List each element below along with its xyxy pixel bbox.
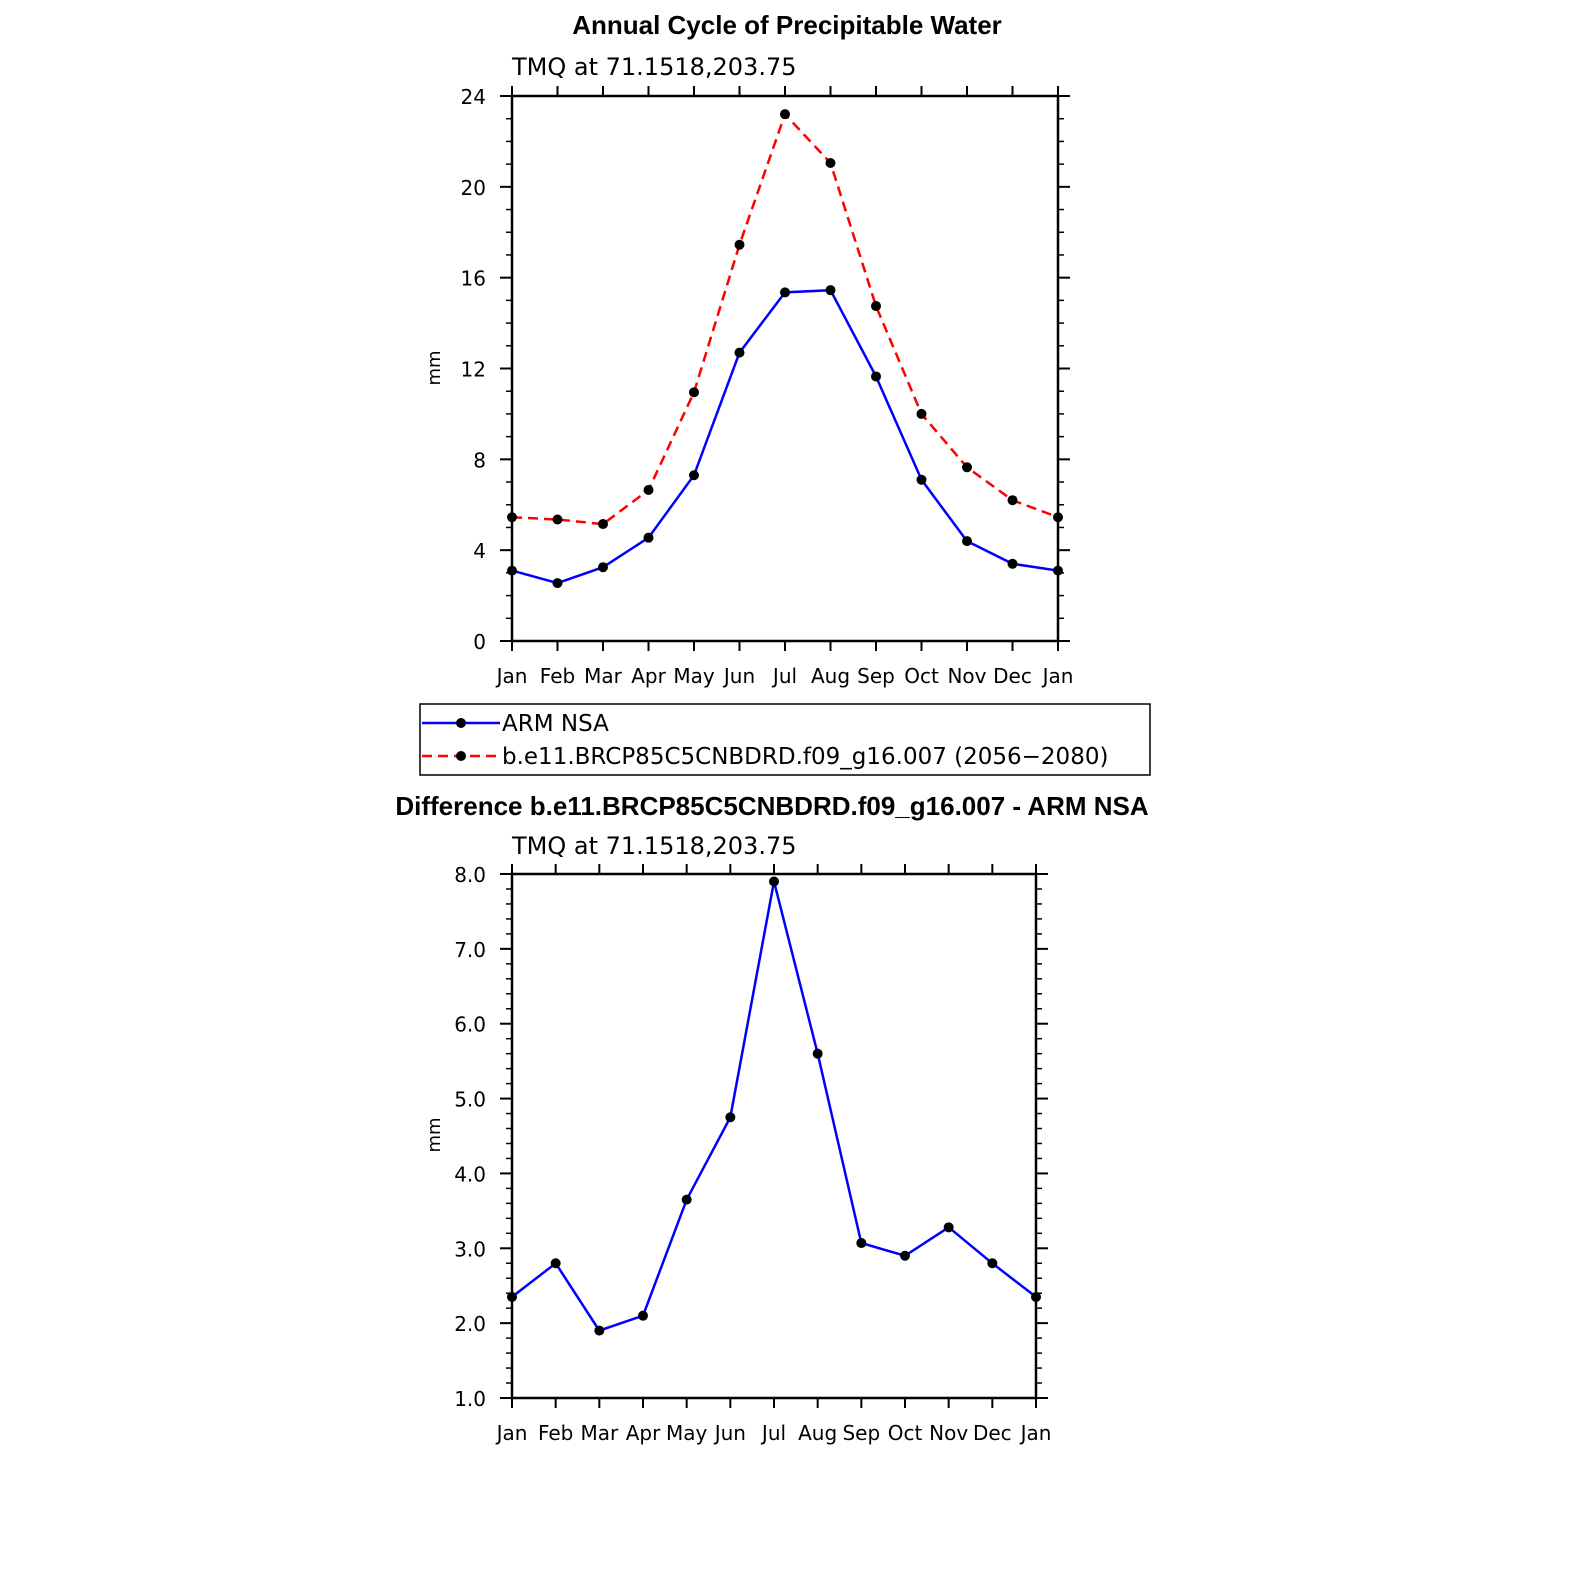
data-point-1 [689, 387, 699, 398]
x-tick-label: Jun [722, 664, 755, 688]
chart-difference: Difference b.e11.BRCP85C5CNBDRD.f09_g16.… [395, 791, 1149, 1445]
data-point-1 [598, 519, 608, 530]
y-tick-label: 8.0 [454, 863, 486, 887]
data-point-1 [871, 301, 881, 312]
x-tick-label: Feb [538, 1421, 573, 1445]
y-tick-label: 7.0 [454, 938, 486, 962]
data-point-0 [987, 1258, 998, 1269]
data-point-0 [916, 474, 927, 485]
data-point-0 [643, 532, 654, 543]
y-tick-label: 24 [461, 85, 486, 109]
x-tick-label: Dec [993, 664, 1032, 688]
data-point-1 [734, 239, 745, 250]
x-tick-label: Feb [540, 664, 575, 688]
data-point-0 [812, 1048, 823, 1059]
x-tick-label: Dec [973, 1421, 1012, 1445]
data-point-1 [916, 408, 927, 419]
data-point-0 [734, 347, 745, 358]
y-tick-label: 20 [461, 176, 486, 200]
x-tick-label: Mar [584, 664, 623, 688]
series-line-0 [511, 881, 1037, 1333]
y-tick-label: 2.0 [454, 1312, 486, 1336]
legend-label-arm-nsa: ARM NSA [502, 711, 609, 737]
plot-frame [510, 94, 1060, 643]
x-tick-label: Sep [842, 1421, 880, 1445]
chart-subtitle: TMQ at 71.1518,203.75 [511, 53, 796, 81]
x-tick-label: Mar [580, 1421, 619, 1445]
chart-title: Annual Cycle of Precipitable Water [572, 10, 1002, 40]
legend-entry-arm-nsa: ARM NSA [422, 711, 609, 737]
x-tick-label: Apr [631, 664, 666, 688]
data-point-0 [725, 1112, 736, 1123]
data-point-0 [689, 470, 699, 481]
y-axis-label: mm [424, 1117, 445, 1152]
chart-title: Difference b.e11.BRCP85C5CNBDRD.f09_g16.… [395, 791, 1149, 821]
data-point-1 [780, 109, 790, 120]
legend-marker-arm-nsa [456, 718, 466, 728]
data-point-0 [769, 876, 779, 887]
data-point-0 [962, 536, 972, 547]
data-point-0 [871, 371, 881, 382]
legend-entry-model: b.e11.BRCP85C5CNBDRD.f09_g16.007 (2056−2… [422, 744, 1108, 770]
x-tick-label: May [666, 1421, 708, 1445]
x-tick-label: Nov [947, 664, 986, 688]
x-tick-label: Aug [811, 664, 850, 688]
chart-subtitle: TMQ at 71.1518,203.75 [511, 832, 796, 860]
y-tick-label: 5.0 [454, 1088, 486, 1112]
legend-label-model: b.e11.BRCP85C5CNBDRD.f09_g16.007 (2056−2… [502, 744, 1108, 770]
data-point-1 [962, 462, 972, 473]
y-tick-label: 1.0 [454, 1387, 486, 1411]
data-point-0 [550, 1258, 561, 1269]
x-tick-label: Jan [1019, 1421, 1052, 1445]
x-tick-label: Sep [857, 664, 895, 688]
x-tick-label: Jan [495, 664, 528, 688]
y-tick-label: 6.0 [454, 1013, 486, 1037]
data-point-0 [780, 287, 790, 298]
x-tick-label: Oct [888, 1421, 923, 1445]
y-tick-label: 16 [461, 267, 486, 291]
data-point-1 [643, 484, 654, 495]
x-tick-label: Jun [713, 1421, 746, 1445]
x-tick-label: Jul [771, 664, 797, 688]
legend: ARM NSA b.e11.BRCP85C5CNBDRD.f09_g16.007… [419, 703, 1151, 776]
legend-box [419, 703, 1151, 776]
series-line-0 [511, 288, 1059, 585]
data-point-0 [638, 1310, 648, 1321]
data-point-1 [825, 157, 836, 168]
data-point-0 [681, 1194, 692, 1205]
data-point-0 [825, 285, 836, 296]
y-tick-label: 0 [473, 630, 486, 654]
x-tick-label: Apr [626, 1421, 661, 1445]
x-tick-label: Aug [798, 1421, 837, 1445]
x-tick-label: Jul [760, 1421, 786, 1445]
y-tick-label: 4.0 [454, 1162, 486, 1186]
y-tick-label: 4 [473, 539, 486, 563]
x-tick-label: Nov [929, 1421, 968, 1445]
x-tick-label: Jan [1041, 664, 1074, 688]
x-tick-label: Jan [495, 1421, 528, 1445]
chart-annual-cycle: Annual Cycle of Precipitable Water TMQ a… [424, 10, 1073, 688]
y-tick-label: 12 [461, 358, 486, 382]
data-point-0 [598, 562, 608, 573]
data-point-0 [1007, 558, 1018, 569]
x-tick-label: Oct [904, 664, 939, 688]
data-point-0 [594, 1325, 605, 1336]
series-line-1 [511, 111, 1059, 526]
y-tick-label: 3.0 [454, 1237, 486, 1261]
data-point-0 [943, 1222, 954, 1233]
x-tick-label: May [673, 664, 715, 688]
plot-frame [510, 872, 1038, 1400]
legend-marker-model [456, 751, 466, 761]
data-point-0 [856, 1238, 867, 1249]
y-tick-label: 8 [473, 448, 486, 472]
data-point-1 [1007, 495, 1018, 506]
data-point-1 [552, 514, 563, 525]
data-point-0 [552, 578, 563, 589]
data-point-0 [900, 1250, 910, 1261]
y-axis-label: mm [424, 350, 445, 385]
